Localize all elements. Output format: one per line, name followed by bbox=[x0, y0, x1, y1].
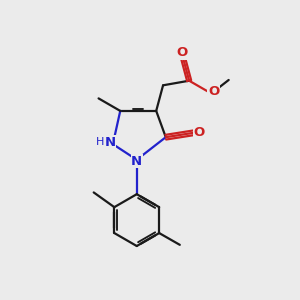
Text: H: H bbox=[96, 137, 105, 147]
Text: O: O bbox=[194, 126, 205, 139]
Text: N: N bbox=[131, 155, 142, 168]
Text: N: N bbox=[104, 136, 116, 148]
Text: O: O bbox=[176, 46, 188, 59]
Text: O: O bbox=[208, 85, 219, 98]
